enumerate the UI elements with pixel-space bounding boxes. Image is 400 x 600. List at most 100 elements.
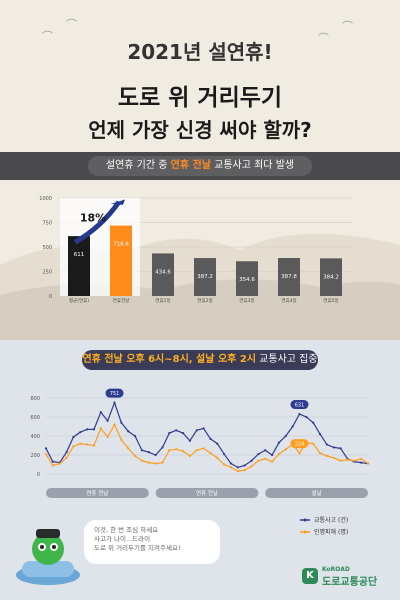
series-point xyxy=(236,466,239,469)
growth-arrow-head xyxy=(111,199,125,205)
series-point xyxy=(79,442,82,445)
bar-x-tick-label: 연휴1일 xyxy=(155,297,170,304)
bar-y-tick-label: 0 xyxy=(49,294,52,300)
bar xyxy=(110,225,132,296)
bubble-line: 도로 위 거리두기를 지켜주세요! xyxy=(94,544,181,552)
series-point xyxy=(332,456,335,459)
series-point xyxy=(147,451,150,454)
series-point xyxy=(147,461,150,464)
series-point xyxy=(195,429,198,432)
series-point xyxy=(277,452,281,456)
bar-value-label: 611 xyxy=(74,252,85,258)
series-point xyxy=(216,456,219,459)
series-point xyxy=(312,421,315,424)
peak-label: 751 xyxy=(110,391,120,397)
series-point xyxy=(305,415,308,419)
logo-korean: 도로교통공단 xyxy=(322,577,378,588)
series-point xyxy=(257,452,260,456)
growth-arrow xyxy=(73,200,122,245)
line-y-tick-label: 0 xyxy=(37,472,40,478)
series-point xyxy=(312,442,315,445)
bar-section-heading: 설연휴 기간 중 연휴 전날 교통사고 최다 발생 xyxy=(88,156,312,176)
heading-text: 설연휴 기간 중 xyxy=(105,160,171,171)
peak-badge xyxy=(290,439,309,449)
series-point xyxy=(168,449,171,452)
series-point xyxy=(339,459,342,462)
bar-x-tick-label: 연휴2일 xyxy=(197,297,212,304)
x-group-label: 연휴 전날 xyxy=(86,489,108,497)
series-point xyxy=(127,430,130,433)
series-point xyxy=(51,460,54,463)
series-point xyxy=(339,447,342,450)
bar xyxy=(236,261,258,296)
bar-value-label: 354.6 xyxy=(239,277,255,283)
series-point xyxy=(284,434,287,438)
bar-y-tick-label: 1000 xyxy=(39,196,52,202)
x-group-band xyxy=(265,488,368,498)
heading-text: 교통사고 최다 발생 xyxy=(210,160,295,171)
series-point xyxy=(175,429,178,432)
bar-y-tick-label: 250 xyxy=(42,270,52,276)
series-point xyxy=(325,454,328,458)
bubble-line: 이것, 한 번 조심 하세요 xyxy=(94,526,159,534)
series-point xyxy=(353,459,356,462)
logo-english: KoROAD xyxy=(322,566,350,573)
peak-badge xyxy=(290,400,309,410)
logo-mark: K xyxy=(302,568,318,584)
series-point xyxy=(346,458,349,461)
series-point xyxy=(86,428,89,431)
bird-icon: ⌒ xyxy=(342,20,353,33)
series-point xyxy=(44,447,48,450)
series-point xyxy=(360,461,363,464)
series-point xyxy=(99,411,102,414)
series-point xyxy=(181,450,185,453)
x-group-label: 설날 xyxy=(312,489,322,497)
bar-x-tick-label: 연휴5일 xyxy=(323,297,338,304)
series-point xyxy=(216,442,219,445)
bar-y-tick-label: 500 xyxy=(42,245,52,251)
series-point xyxy=(284,448,287,451)
bar-value-label: 434.6 xyxy=(155,269,171,275)
bar xyxy=(278,257,300,296)
series-point xyxy=(140,449,144,452)
legend-label: 인명피해 (명) xyxy=(314,528,348,536)
bubble-line: 사고가 나이...드라이 xyxy=(94,535,151,543)
series-point xyxy=(188,439,191,442)
line-y-tick-label: 600 xyxy=(30,415,40,421)
series-point xyxy=(318,433,322,436)
series-point xyxy=(181,432,185,435)
series-point xyxy=(318,452,322,455)
series-point xyxy=(72,445,75,448)
series-point xyxy=(154,462,157,465)
series-point xyxy=(133,454,137,458)
bar-x-tick-label: 연휴3일 xyxy=(239,297,254,304)
bar xyxy=(194,258,216,296)
series-line xyxy=(45,423,369,472)
series-point xyxy=(202,427,205,430)
x-group-band xyxy=(46,488,149,498)
peak-badge xyxy=(105,388,124,398)
series-point xyxy=(277,441,281,444)
series-point xyxy=(79,431,82,434)
series-point xyxy=(86,443,89,446)
bar-value-label: 387.8 xyxy=(281,274,297,280)
mascot-car-icon xyxy=(16,529,80,585)
heading-highlight: 연휴 전날 xyxy=(170,160,211,171)
series-point xyxy=(257,459,260,462)
series-point xyxy=(291,425,294,428)
series-point xyxy=(298,412,301,416)
bar-x-tick-label: 연휴전날 xyxy=(113,297,130,304)
series-point xyxy=(113,423,116,426)
series-point xyxy=(44,452,48,456)
series-point xyxy=(264,457,267,460)
series-point xyxy=(202,447,205,450)
series-point xyxy=(250,465,253,468)
speech-bubble: 이것, 한 번 조심 하세요 사고가 나이...드라이 도로 위 거리두기를 지… xyxy=(84,520,220,564)
series-point xyxy=(154,453,157,457)
series-line xyxy=(45,400,369,468)
series-point xyxy=(133,434,137,438)
series-point xyxy=(223,463,226,466)
year-title: 2021년 설연휴! xyxy=(127,40,273,64)
series-point xyxy=(188,454,191,458)
